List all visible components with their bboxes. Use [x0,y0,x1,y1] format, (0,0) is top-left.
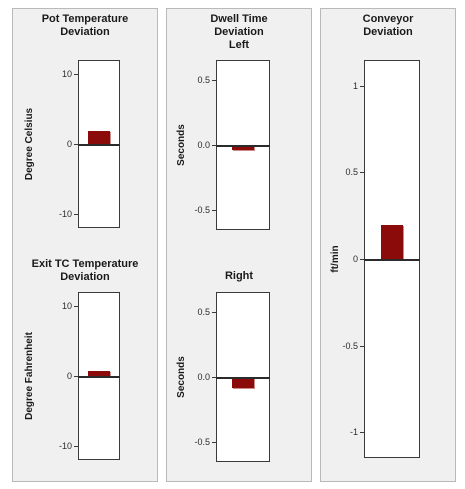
y-tick-label: 0.5 [345,167,358,178]
plot-area [78,292,120,460]
y-tick-label: 0.0 [197,372,210,382]
deviation-bar [88,371,110,377]
deviation-bar [381,225,403,260]
zero-line [78,376,120,378]
y-tick-mark [74,306,78,307]
plot-area [364,60,420,458]
y-tick-mark [74,446,78,447]
panel-title-line3: Left [228,39,250,51]
y-tick-label: -10 [58,209,72,219]
y-tick-mark [212,145,216,146]
y-tick-mark [212,377,216,378]
y-tick-label: -0.5 [194,205,210,216]
panel-title-line2: Deviation [60,26,110,38]
exit-tc-chart-title-line1: Exit TC Temperature [31,258,139,270]
panel-title-line1: Conveyor [362,13,414,25]
y-axis-label: Degree Fahrenheit [24,332,35,420]
y-tick-mark [360,85,364,87]
deviation-bar [232,378,254,389]
y-axis-label: Seconds [176,356,187,398]
y-tick-label: 1 [352,80,358,91]
panel-title-line1: Pot Temperature [41,13,129,25]
y-tick-label: -1 [349,427,358,438]
plot-area [216,292,270,462]
y-tick-label: -0.5 [194,437,210,448]
zero-line [364,259,420,261]
y-tick-label: 0 [66,371,72,381]
deviation-bar [232,146,254,150]
y-tick-mark [74,144,78,145]
y-tick-mark [212,442,216,444]
panel-title-line2: Deviation [363,26,413,38]
panel-title-line2: Deviation [214,26,264,38]
zero-line [78,144,120,146]
exit-tc-chart-title-line2: Deviation [60,271,110,283]
plot-area [78,60,120,228]
panel-title-line1: Dwell Time [210,13,268,25]
y-axis-label: ft/min [330,245,341,273]
right-chart-title: Right [224,270,254,282]
y-tick-mark [74,214,78,215]
zero-line [216,145,270,147]
y-tick-mark [360,345,364,347]
y-tick-label: 10 [61,301,72,311]
y-tick-label: -0.5 [342,340,358,351]
y-tick-mark [360,172,364,174]
y-axis-label: Seconds [176,124,187,166]
y-axis-label: Degree Celsius [24,107,35,181]
y-tick-mark [212,79,216,81]
y-tick-mark [74,74,78,75]
y-tick-label: 0.5 [197,306,210,317]
deviation-bar [88,131,110,145]
y-tick-mark [360,432,364,434]
y-tick-label: -10 [58,441,72,451]
y-tick-label: 0.5 [197,74,210,85]
y-tick-label: 0.0 [197,140,210,150]
zero-line [216,377,270,379]
plot-area [216,60,270,230]
y-tick-mark [212,311,216,313]
y-tick-label: 0 [352,254,358,264]
y-tick-label: 0 [66,139,72,149]
y-tick-mark [360,259,364,260]
y-tick-mark [212,210,216,212]
y-tick-label: 10 [61,69,72,79]
y-tick-mark [74,376,78,377]
